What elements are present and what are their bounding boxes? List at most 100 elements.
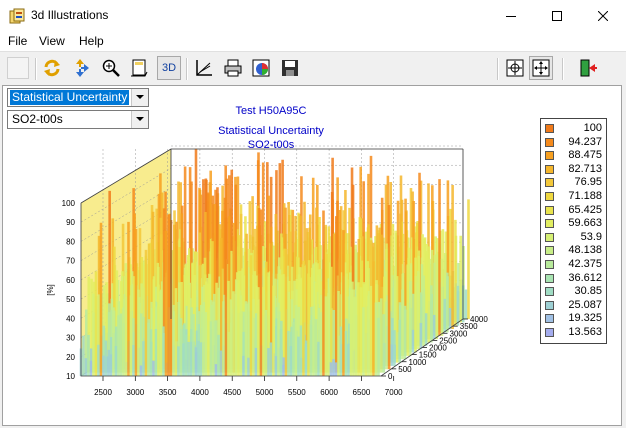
menu-file[interactable]: File: [8, 34, 28, 48]
color-legend: 100 94.237 88.475 82.713 76.95 71.188 65.425 59…: [540, 118, 607, 344]
pan-button[interactable]: [529, 56, 553, 80]
legend-label: 53.9: [580, 230, 602, 243]
legend-label: 59.663: [568, 217, 602, 230]
x-tick-label: 7000: [385, 388, 403, 397]
move-button[interactable]: [68, 56, 92, 80]
save-button[interactable]: [278, 56, 302, 80]
x-tick-label: 6000: [320, 388, 338, 397]
y-tick-label: 2000: [429, 344, 447, 353]
toolbar: 3D: [0, 51, 626, 86]
legend-swatch: [545, 328, 554, 337]
z-tick-label: 50: [66, 295, 75, 304]
y-tick-label: 3500: [460, 322, 478, 331]
legend-entry: 30.85: [541, 285, 607, 298]
maximize-button[interactable]: [534, 0, 580, 31]
legend-label: 42.375: [568, 258, 602, 270]
z-tick-label: 60: [66, 276, 75, 285]
legend-label: 48.138: [568, 244, 602, 257]
blank-tool-button[interactable]: [6, 56, 30, 80]
3d-label: 3D: [161, 62, 177, 74]
legend-entry: 25.087: [541, 299, 607, 312]
z-axis-label: [%]: [46, 284, 55, 296]
printer-icon: [224, 59, 242, 77]
channel-select-value: SO2-t00s: [12, 112, 63, 126]
statistic-dropdown-button[interactable]: [131, 89, 148, 106]
z-tick-label: 20: [66, 353, 75, 362]
legend-entry: 71.188: [541, 190, 607, 203]
legend-entry: 65.425: [541, 204, 607, 217]
legend-entry: 100: [541, 122, 607, 135]
chart-title-line-1: Test H50A95C: [235, 105, 307, 117]
axis-button[interactable]: [192, 56, 216, 80]
legend-entry: 19.325: [541, 312, 607, 325]
statistic-select[interactable]: Statistical Uncertainty: [7, 88, 149, 107]
pan-arrows-icon: [532, 59, 550, 77]
legend-label: 13.563: [568, 326, 602, 338]
z-tick-label: 10: [66, 372, 75, 381]
app-icon: [9, 8, 25, 24]
menu-help[interactable]: Help: [79, 34, 104, 48]
x-tick-label: 4500: [223, 388, 241, 397]
legend-swatch: [545, 287, 554, 297]
3d-toggle-button[interactable]: 3D: [157, 56, 181, 80]
toolbar-separator: [35, 58, 37, 80]
maximize-icon: [552, 10, 562, 21]
print-button[interactable]: [221, 56, 245, 80]
legend-entry: 88.475: [541, 149, 607, 162]
z-tick-label: 40: [66, 314, 75, 323]
color-wheel-icon: [252, 59, 270, 77]
page-button[interactable]: [127, 56, 151, 80]
box-edge: [380, 318, 464, 377]
minimize-icon: [506, 15, 516, 17]
zoom-button[interactable]: [99, 56, 123, 80]
legend-label: 19.325: [568, 312, 602, 325]
legend-swatch: [545, 300, 554, 310]
legend-swatch: [545, 124, 554, 133]
legend-label: 100: [583, 122, 602, 134]
chevron-down-icon: [136, 117, 144, 121]
legend-swatch: [545, 205, 554, 215]
chart-panel: 10 20 30 40 50 60 70 80 90 100 [%] 2500 3000 3500 4000…: [2, 85, 622, 426]
legend-swatch: [545, 246, 554, 256]
x-tick-label: 5000: [256, 388, 274, 397]
legend-label: 82.713: [568, 162, 602, 175]
rotate-icon: [44, 59, 60, 77]
y-tick-label: 2500: [439, 336, 457, 345]
legend-entry: 48.138: [541, 244, 607, 257]
legend-swatch: [545, 314, 554, 324]
menu-bar: File View Help: [0, 31, 626, 51]
x-tick-label: 5500: [288, 388, 306, 397]
title-bar[interactable]: 3d Illustrations: [0, 0, 626, 31]
close-button[interactable]: [580, 0, 626, 31]
legend-swatch: [545, 137, 554, 147]
legend-label: 36.612: [568, 271, 602, 284]
channel-select[interactable]: SO2-t00s: [7, 110, 149, 129]
legend-label: 71.188: [568, 190, 602, 202]
x-tick-label: 6500: [353, 388, 371, 397]
z-tick-label: 70: [66, 257, 75, 266]
statistic-select-value: Statistical Uncertainty: [10, 90, 130, 105]
legend-entry: 13.563: [541, 326, 607, 339]
floppy-disk-icon: [282, 60, 298, 76]
box-edge: [80, 148, 172, 204]
rotate-button[interactable]: [40, 56, 64, 80]
z-tick-label: 30: [66, 334, 75, 343]
axis-icon: [196, 60, 212, 76]
x-tick-label: 3500: [159, 388, 177, 397]
fit-button[interactable]: [503, 56, 527, 80]
legend-entry: 76.95: [541, 176, 607, 189]
z-gridline-left: [80, 206, 172, 261]
exit-button[interactable]: [576, 56, 600, 80]
legend-label: 88.475: [568, 149, 602, 162]
surface-plot: [79, 148, 470, 376]
z-gridline-left: [80, 168, 172, 223]
legend-label: 30.85: [574, 285, 602, 298]
minimize-button[interactable]: [488, 0, 534, 31]
palette-button[interactable]: [249, 56, 273, 80]
menu-view[interactable]: View: [39, 34, 65, 48]
legend-entry: 36.612: [541, 272, 607, 285]
channel-dropdown-button[interactable]: [131, 111, 148, 128]
legend-label: 94.237: [568, 135, 602, 148]
